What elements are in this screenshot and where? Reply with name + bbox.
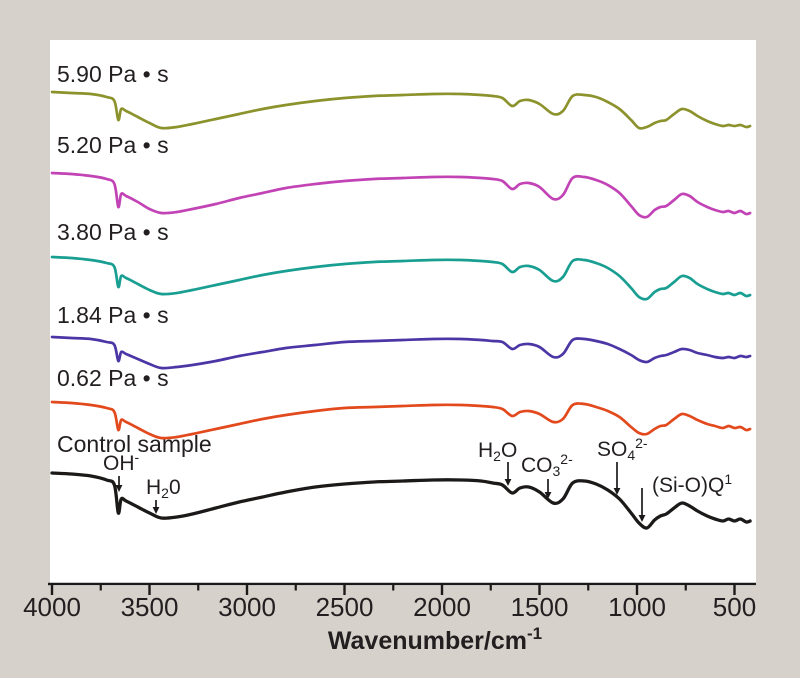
annotation-arrow-head-icon [638,515,646,522]
annotation-label-so4: SO42- [597,435,648,463]
annotation-arrow-head-icon [152,507,160,514]
x-tick-label: 1000 [608,592,666,622]
series-label: 5.90 Pa • s [57,61,169,87]
spectrum-series-3: 1.84 Pa • s [50,302,752,370]
spectrum-series-5: Control sample [50,431,752,530]
x-tick-label: 500 [713,592,756,622]
annotation-so4: SO42- [597,435,648,495]
x-axis-title: Wavenumber/cm-1 [328,624,542,655]
annotation-h2o-right: H2O [478,439,517,486]
spectrum-curve [50,335,752,370]
series-label: 3.80 Pa • s [57,219,169,245]
spectrum-series-4: 0.62 Pa • s [50,365,752,440]
spectrum-series-2: 3.80 Pa • s [50,219,752,301]
annotation-arrow-head-icon [544,492,552,499]
annotation-label-si-o-q1: (Si-O)Q1 [652,471,732,497]
annotation-h2o-left: H20 [146,476,181,514]
annotation-arrow-head-icon [504,479,512,486]
x-tick-label: 3000 [218,592,276,622]
spectrum-curve [50,171,752,219]
series-label: 0.62 Pa • s [57,365,169,391]
annotation-label-h2o-left: H20 [146,476,181,501]
series-label: Control sample [57,431,212,457]
x-axis: 4000 3500 3000 2500 2000 1500 1000 500 Wavenumbe… [23,582,756,655]
spectrum-series-0: 5.90 Pa • s [50,61,752,130]
annotation-co3: CO32- [521,451,573,499]
annotation-label-co3: CO32- [521,451,573,479]
x-tick-label: 4000 [23,592,81,622]
x-tick-label: 2500 [316,592,374,622]
annotation-label-oh-minus: OH- [103,449,140,475]
annotation-si-o-q1: (Si-O)Q1 [638,471,732,522]
spectrum-curve [50,255,752,301]
series-label: 5.20 Pa • s [57,132,169,158]
x-tick-label: 2000 [413,592,471,622]
spectrum-curve [50,400,752,440]
x-tick-label: 1500 [511,592,569,622]
spectrum-curve [50,90,752,130]
annotation-label-h2o-right: H2O [478,439,517,464]
annotation-arrow-head-icon [613,488,621,495]
series-label: 1.84 Pa • s [57,302,169,328]
annotation-oh-minus: OH- [103,449,140,492]
annotation-arrow-head-icon [115,485,123,492]
spectrum-curve [50,471,752,530]
spectrum-series-1: 5.20 Pa • s [50,132,752,219]
plot-area [50,40,756,586]
x-tick-label: 3500 [121,592,179,622]
